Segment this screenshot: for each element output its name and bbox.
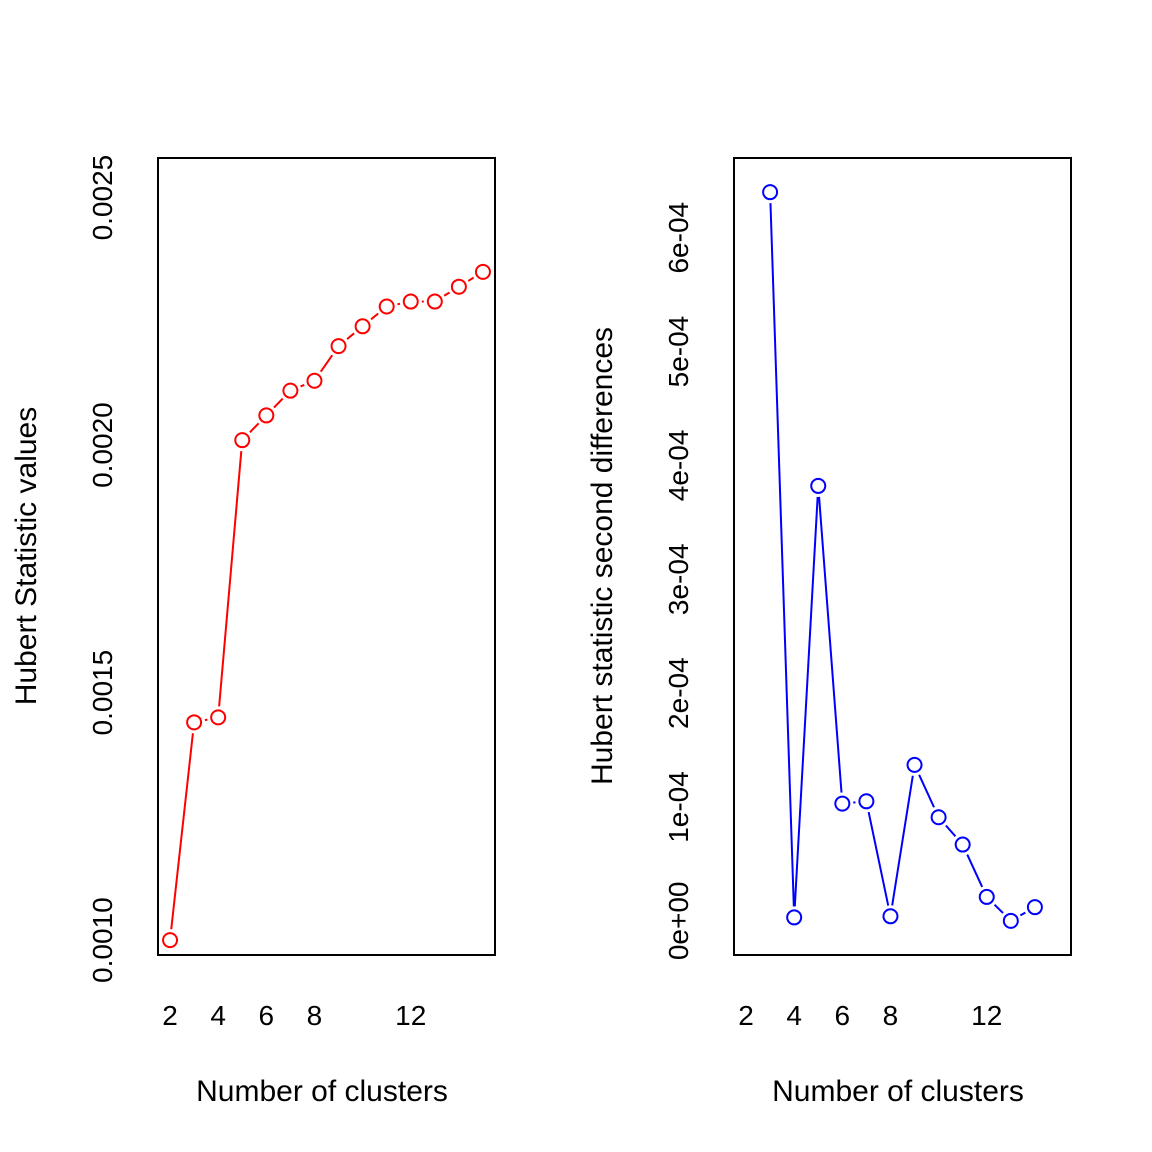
data-point <box>762 184 779 201</box>
x-axis-label: Number of clusters <box>196 1075 448 1108</box>
series-line-segment <box>1019 911 1026 917</box>
y-tick-label: 2e-04 <box>663 657 694 729</box>
data-point <box>882 908 899 925</box>
series-line-segment <box>867 811 890 906</box>
data-point <box>810 477 827 494</box>
data-point <box>354 318 371 335</box>
data-point <box>906 756 923 773</box>
y-tick-label: 0e+00 <box>663 882 694 961</box>
series-line-segment <box>319 354 334 373</box>
y-tick-label: 0.0015 <box>87 650 118 736</box>
y-axis-label: Hubert statistic second differences <box>586 327 619 785</box>
hubert-values-panel: 2 4 6 8 12 0.0010 0.0015 0.0020 0.0025 Number o… <box>10 155 496 1108</box>
series-line-segment <box>918 774 935 808</box>
series-line-segment <box>769 203 795 907</box>
series-line-segment <box>170 733 194 930</box>
y-tick-label: 4e-04 <box>663 430 694 502</box>
series-line-segment <box>793 496 819 907</box>
x-axis: 2 4 6 8 12 <box>162 954 426 1031</box>
x-tick-label: 12 <box>395 1000 426 1031</box>
x-tick-label: 2 <box>162 1000 178 1031</box>
y-axis-label: Hubert Statistic values <box>10 407 43 705</box>
data-point <box>378 298 395 315</box>
data-point <box>978 888 995 905</box>
series-line-segment <box>993 903 1004 914</box>
x-tick-label: 8 <box>883 1000 899 1031</box>
series-line-segment <box>818 496 843 793</box>
y-tick-label: 1e-04 <box>663 771 694 843</box>
data-point <box>450 278 467 295</box>
hubert-values-marks <box>162 263 491 949</box>
data-point <box>210 709 227 726</box>
series-line-segment <box>218 451 243 707</box>
x-tick-label: 6 <box>259 1000 275 1031</box>
y-tick-label: 0.0025 <box>87 155 118 241</box>
hubert-second-differences-marks <box>762 184 1043 929</box>
x-tick-label: 8 <box>307 1000 323 1031</box>
y-tick-label: 0.0020 <box>87 402 118 488</box>
y-tick-label: 5e-04 <box>663 316 694 388</box>
series-line-segment <box>204 718 208 722</box>
data-point <box>186 714 203 731</box>
data-point <box>402 293 419 310</box>
series-line-segment <box>467 276 475 282</box>
hubert-second-differences-panel: 2 4 6 8 12 0e+00 1e-04 2e-04 3e-04 4e-04 5e-04 6e-… <box>586 157 1072 1108</box>
data-point <box>930 809 947 826</box>
data-point <box>330 338 347 355</box>
series-line-segment <box>891 775 914 906</box>
data-point <box>426 293 443 310</box>
series-line-segment <box>300 384 305 388</box>
data-point <box>786 909 803 926</box>
series-line-segment <box>966 854 984 888</box>
x-tick-label: 4 <box>786 1000 802 1031</box>
series-line-segment <box>273 397 284 409</box>
data-point <box>834 795 851 812</box>
series-line-segment <box>249 422 260 433</box>
data-point <box>234 432 251 449</box>
series-line-segment <box>346 332 355 340</box>
y-tick-label: 0.0010 <box>87 897 118 983</box>
data-point <box>162 932 179 949</box>
x-axis: 2 4 6 8 12 <box>738 954 1002 1031</box>
x-tick-label: 4 <box>210 1000 226 1031</box>
series-line-segment <box>945 824 957 837</box>
x-tick-label: 6 <box>835 1000 851 1031</box>
series-line-segment <box>443 291 451 297</box>
x-tick-label: 12 <box>971 1000 1002 1031</box>
y-axis: 0e+00 1e-04 2e-04 3e-04 4e-04 5e-04 6e-04 <box>663 202 735 961</box>
data-point <box>858 793 875 810</box>
x-tick-label: 2 <box>738 1000 754 1031</box>
series-line-segment <box>397 302 401 306</box>
y-axis: 0.0010 0.0015 0.0020 0.0025 <box>87 155 159 983</box>
y-tick-label: 6e-04 <box>663 202 694 274</box>
data-point <box>474 263 491 280</box>
data-point <box>258 407 275 424</box>
data-point <box>1026 899 1043 916</box>
data-point <box>306 372 323 389</box>
y-tick-label: 3e-04 <box>663 543 694 615</box>
data-point <box>282 382 299 399</box>
data-point <box>954 836 971 853</box>
data-point <box>1002 912 1019 929</box>
x-axis-label: Number of clusters <box>772 1075 1024 1108</box>
series-line-segment <box>370 312 379 321</box>
